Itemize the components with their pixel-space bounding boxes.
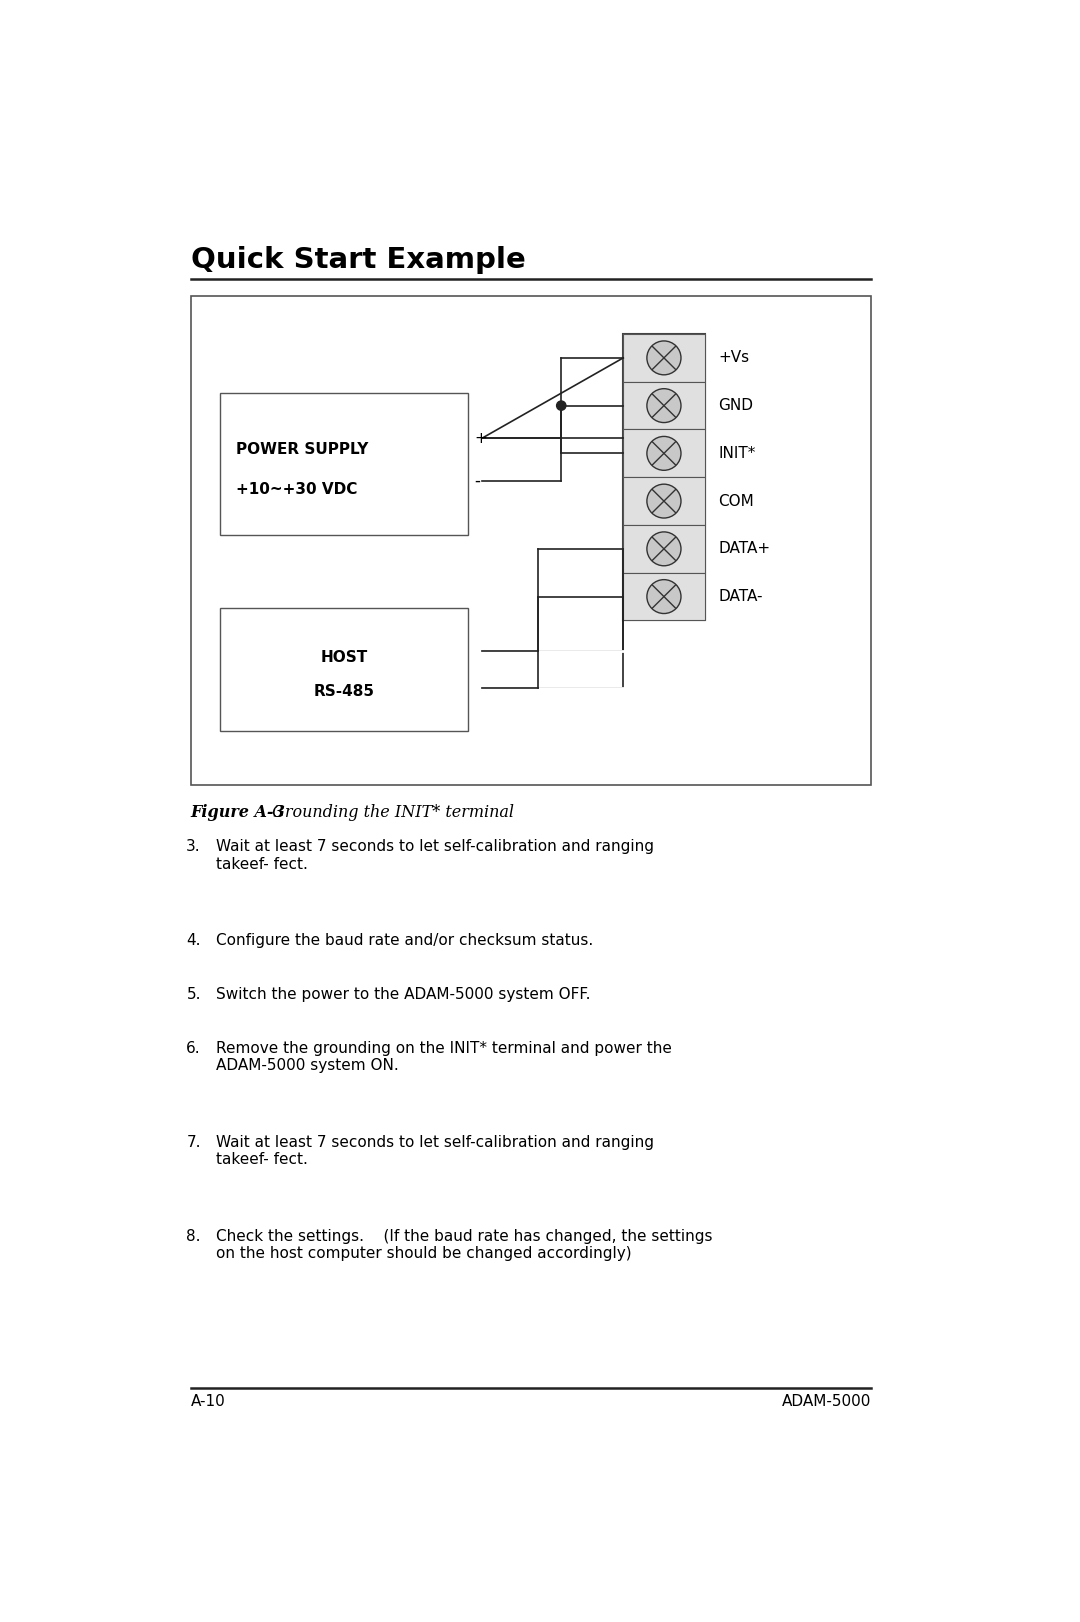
Bar [220,393,469,535]
Text: Wait at least 7 seconds to let self-calibration and ranging
takeef- fect.: Wait at least 7 seconds to let self-cali… [216,1135,654,1168]
Text: Configure the baud rate and/or checksum status.: Configure the baud rate and/or checksum … [216,933,594,949]
Text: +: + [474,430,487,446]
Text: Wait at least 7 seconds to let self-calibration and ranging
takeef- fect.: Wait at least 7 seconds to let self-cali… [216,839,654,871]
Text: INIT*: INIT* [718,446,756,461]
Bar [623,381,704,430]
Text: Remove the grounding on the INIT* terminal and power the
ADAM-5000 system ON.: Remove the grounding on the INIT* termin… [216,1041,672,1074]
Text: 3.: 3. [186,839,201,855]
Text: HOST: HOST [321,650,368,665]
Text: 4.: 4. [187,933,201,949]
Bar [220,608,469,732]
Circle shape [647,341,681,375]
Text: 7.: 7. [187,1135,201,1150]
Text: -: - [474,472,481,490]
Bar [623,477,704,526]
Circle shape [647,389,681,423]
Text: 6.: 6. [186,1041,201,1056]
Text: Switch the power to the ADAM-5000 system OFF.: Switch the power to the ADAM-5000 system… [216,986,591,1002]
Text: Check the settings.    (If the baud rate has changed, the settings
on the host c: Check the settings. (If the baud rate ha… [216,1229,713,1262]
Text: A-10: A-10 [191,1395,226,1410]
Circle shape [647,436,681,470]
Text: COM: COM [718,493,754,509]
Circle shape [556,401,566,410]
Text: Quick Start Example: Quick Start Example [191,247,526,274]
Bar [623,334,704,381]
Bar [623,573,704,621]
Text: +Vs: +Vs [718,350,750,365]
Circle shape [647,532,681,566]
Bar [623,526,704,573]
Text: RS-485: RS-485 [314,684,375,699]
Text: ADAM-5000: ADAM-5000 [782,1395,872,1410]
Text: 5.: 5. [187,986,201,1002]
Bar [191,297,872,785]
Text: DATA+: DATA+ [718,542,771,556]
Text: Figure A-3: Figure A-3 [191,805,285,821]
Circle shape [647,579,681,613]
Text: +10~+30 VDC: +10~+30 VDC [235,482,357,496]
Text: GND: GND [718,397,754,414]
Text: POWER SUPPLY: POWER SUPPLY [235,443,368,457]
Text: 8.: 8. [187,1229,201,1244]
Bar [623,334,704,621]
Bar [623,430,704,477]
Circle shape [647,483,681,517]
Text: DATA-: DATA- [718,589,764,603]
Text: Grounding the INIT* terminal: Grounding the INIT* terminal [267,805,514,821]
